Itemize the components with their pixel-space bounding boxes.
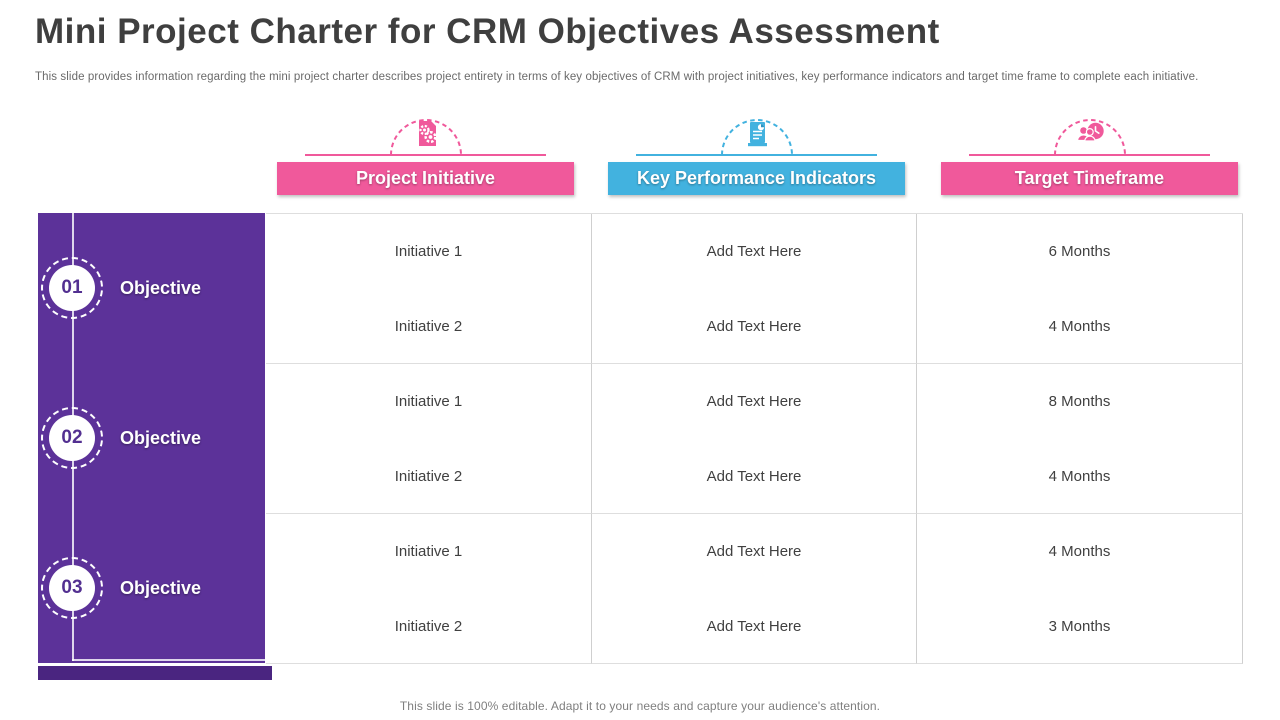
cell-timeframe: 8 Months <box>917 364 1243 439</box>
column-header-project-initiative: Project Initiative <box>277 112 574 195</box>
cell-kpi-placeholder[interactable]: Add Text Here <box>592 514 917 589</box>
objective-1-number: 01 <box>49 265 95 311</box>
cell-timeframe: 6 Months <box>917 214 1243 289</box>
objective-2-number: 02 <box>49 415 95 461</box>
cell-initiative: Initiative 1 <box>266 514 592 589</box>
page-subtitle: This slide provides information regardin… <box>35 71 1199 83</box>
sidebar-bottom-strip <box>38 666 272 680</box>
cell-kpi-placeholder[interactable]: Add Text Here <box>592 364 917 439</box>
cell-initiative: Initiative 2 <box>266 289 592 364</box>
column-header-kpi: Key Performance Indicators <box>608 112 905 195</box>
editable-note: This slide is 100% editable. Adapt it to… <box>399 699 881 713</box>
cell-timeframe: 4 Months <box>917 289 1243 364</box>
objective-3-label: Objective <box>120 577 202 598</box>
document-gears-icon <box>418 121 437 146</box>
header-underline <box>636 154 877 156</box>
column-header-target-timeframe: Target Timeframe <box>941 112 1238 195</box>
cell-kpi-placeholder[interactable]: Add Text Here <box>592 439 917 514</box>
header-underline <box>969 154 1210 156</box>
target-timeframe-banner: Target Timeframe <box>941 162 1238 195</box>
objective-2-label: Objective <box>120 427 202 448</box>
kpi-banner: Key Performance Indicators <box>608 162 905 195</box>
cell-kpi-placeholder[interactable]: Add Text Here <box>592 589 917 664</box>
cell-initiative: Initiative 2 <box>266 589 592 664</box>
objective-3-badge: 03 <box>41 557 103 619</box>
cell-kpi-placeholder[interactable]: Add Text Here <box>592 289 917 364</box>
objective-group-2: 02 Objective <box>38 363 265 513</box>
kpi-report-icon <box>747 122 767 147</box>
cell-initiative: Initiative 2 <box>266 439 592 514</box>
cell-timeframe: 4 Months <box>917 439 1243 514</box>
header-underline <box>305 154 546 156</box>
charter-table: Initiative 1 Add Text Here 6 Months Init… <box>266 213 1243 664</box>
objective-3-number: 03 <box>49 565 95 611</box>
cell-kpi-placeholder[interactable]: Add Text Here <box>592 214 917 289</box>
objective-1-badge: 01 <box>41 257 103 319</box>
objective-group-3: 03 Objective <box>38 513 265 663</box>
objective-2-badge: 02 <box>41 407 103 469</box>
cell-timeframe: 4 Months <box>917 514 1243 589</box>
objective-group-1: 01 Objective <box>38 213 265 363</box>
timeline-spine-elbow <box>72 659 265 661</box>
cell-initiative: Initiative 1 <box>266 364 592 439</box>
cell-timeframe: 3 Months <box>917 589 1243 664</box>
objective-1-label: Objective <box>120 277 202 298</box>
people-clock-icon <box>1076 122 1104 142</box>
project-initiative-banner: Project Initiative <box>277 162 574 195</box>
cell-initiative: Initiative 1 <box>266 214 592 289</box>
objectives-sidebar: 01 Objective 02 Objective 03 Objective <box>38 213 265 663</box>
page-title: Mini Project Charter for CRM Objectives … <box>35 12 940 51</box>
